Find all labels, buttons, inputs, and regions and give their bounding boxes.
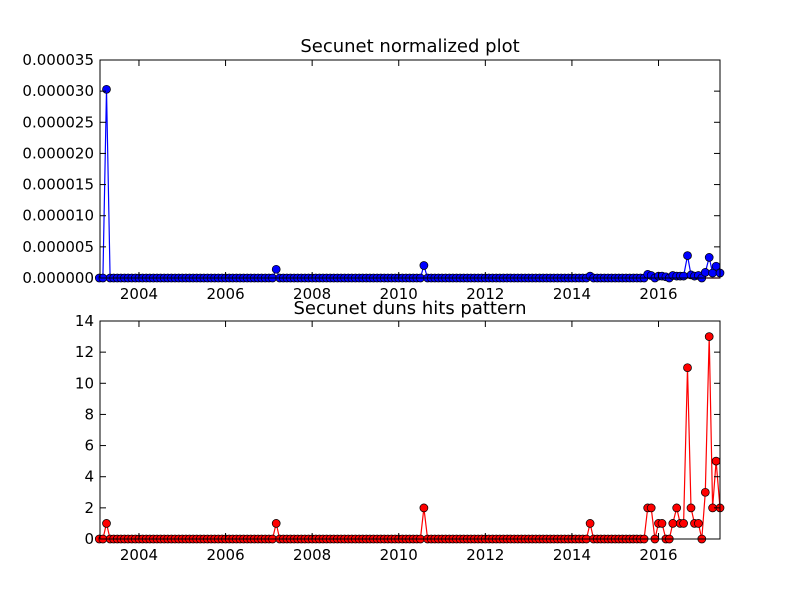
y-tick-label: 10 bbox=[75, 374, 94, 392]
y-tick-label: 0.000010 bbox=[22, 207, 94, 225]
y-tick-label: 0.000005 bbox=[22, 238, 94, 256]
y-tick-label: 6 bbox=[84, 437, 94, 455]
y-tick-label: 0.000000 bbox=[22, 269, 94, 287]
y-tick-label: 12 bbox=[75, 343, 94, 361]
data-point bbox=[679, 271, 688, 281]
data-point bbox=[683, 251, 692, 260]
data-point bbox=[683, 363, 692, 373]
y-tick-label: 8 bbox=[84, 405, 94, 423]
y-tick-label: 0.000030 bbox=[22, 82, 94, 100]
data-point bbox=[102, 84, 111, 94]
y-tick-label: 2 bbox=[84, 499, 94, 517]
x-tick-label: 2016 bbox=[639, 546, 677, 564]
x-tick-label: 2008 bbox=[293, 546, 331, 564]
data-point bbox=[668, 519, 678, 528]
x-tick-label: 2014 bbox=[553, 285, 591, 303]
plot-frame bbox=[99, 59, 721, 279]
x-tick-label: 2006 bbox=[206, 546, 244, 564]
normalized-plot-chart: Secunet normalized plot 2004 2006 2008 2010… bbox=[22, 36, 725, 303]
data-point bbox=[704, 332, 714, 341]
y-tick-label: 0 bbox=[84, 530, 94, 548]
plot-frame bbox=[99, 320, 721, 540]
data-point bbox=[646, 503, 656, 513]
x-tick-label: 2012 bbox=[466, 546, 504, 564]
x-tick-label: 2014 bbox=[553, 546, 591, 564]
data-point bbox=[271, 519, 281, 528]
x-tick-label: 2012 bbox=[466, 285, 504, 303]
data-point bbox=[271, 264, 281, 274]
x-tick-label: 2004 bbox=[120, 546, 158, 564]
x-tick-label: 2008 bbox=[293, 285, 331, 303]
data-point bbox=[679, 519, 688, 528]
chart-title: Secunet normalized plot bbox=[300, 36, 519, 57]
data-point bbox=[694, 519, 703, 528]
data-point bbox=[711, 456, 721, 466]
y-tick-label: 0.000015 bbox=[22, 176, 94, 194]
data-point bbox=[700, 268, 710, 277]
data-point bbox=[704, 253, 714, 262]
data-point bbox=[700, 487, 710, 497]
series-line bbox=[99, 336, 721, 540]
data-point bbox=[686, 503, 696, 513]
data-point bbox=[657, 519, 667, 528]
duns-hits-chart: Secunet duns hits pattern 2004 2006 2008 20… bbox=[75, 298, 725, 564]
data-point bbox=[585, 519, 595, 528]
x-tick-label: 2006 bbox=[206, 285, 244, 303]
x-tick-label: 2016 bbox=[639, 285, 677, 303]
chart-title: Secunet duns hits pattern bbox=[293, 298, 526, 319]
data-point bbox=[102, 519, 111, 528]
y-tick-label: 4 bbox=[84, 468, 94, 486]
y-tick-label: 0.000025 bbox=[22, 113, 94, 131]
x-tick-label: 2010 bbox=[380, 285, 418, 303]
x-tick-label: 2004 bbox=[120, 285, 158, 303]
y-tick-label: 0.000035 bbox=[22, 51, 94, 69]
data-point bbox=[419, 261, 429, 270]
y-tick-label: 0.000020 bbox=[22, 144, 94, 162]
y-tick-label: 14 bbox=[75, 312, 94, 330]
series-line bbox=[99, 89, 721, 279]
x-tick-label: 2010 bbox=[380, 546, 418, 564]
data-point bbox=[419, 503, 429, 513]
data-point bbox=[672, 503, 682, 513]
